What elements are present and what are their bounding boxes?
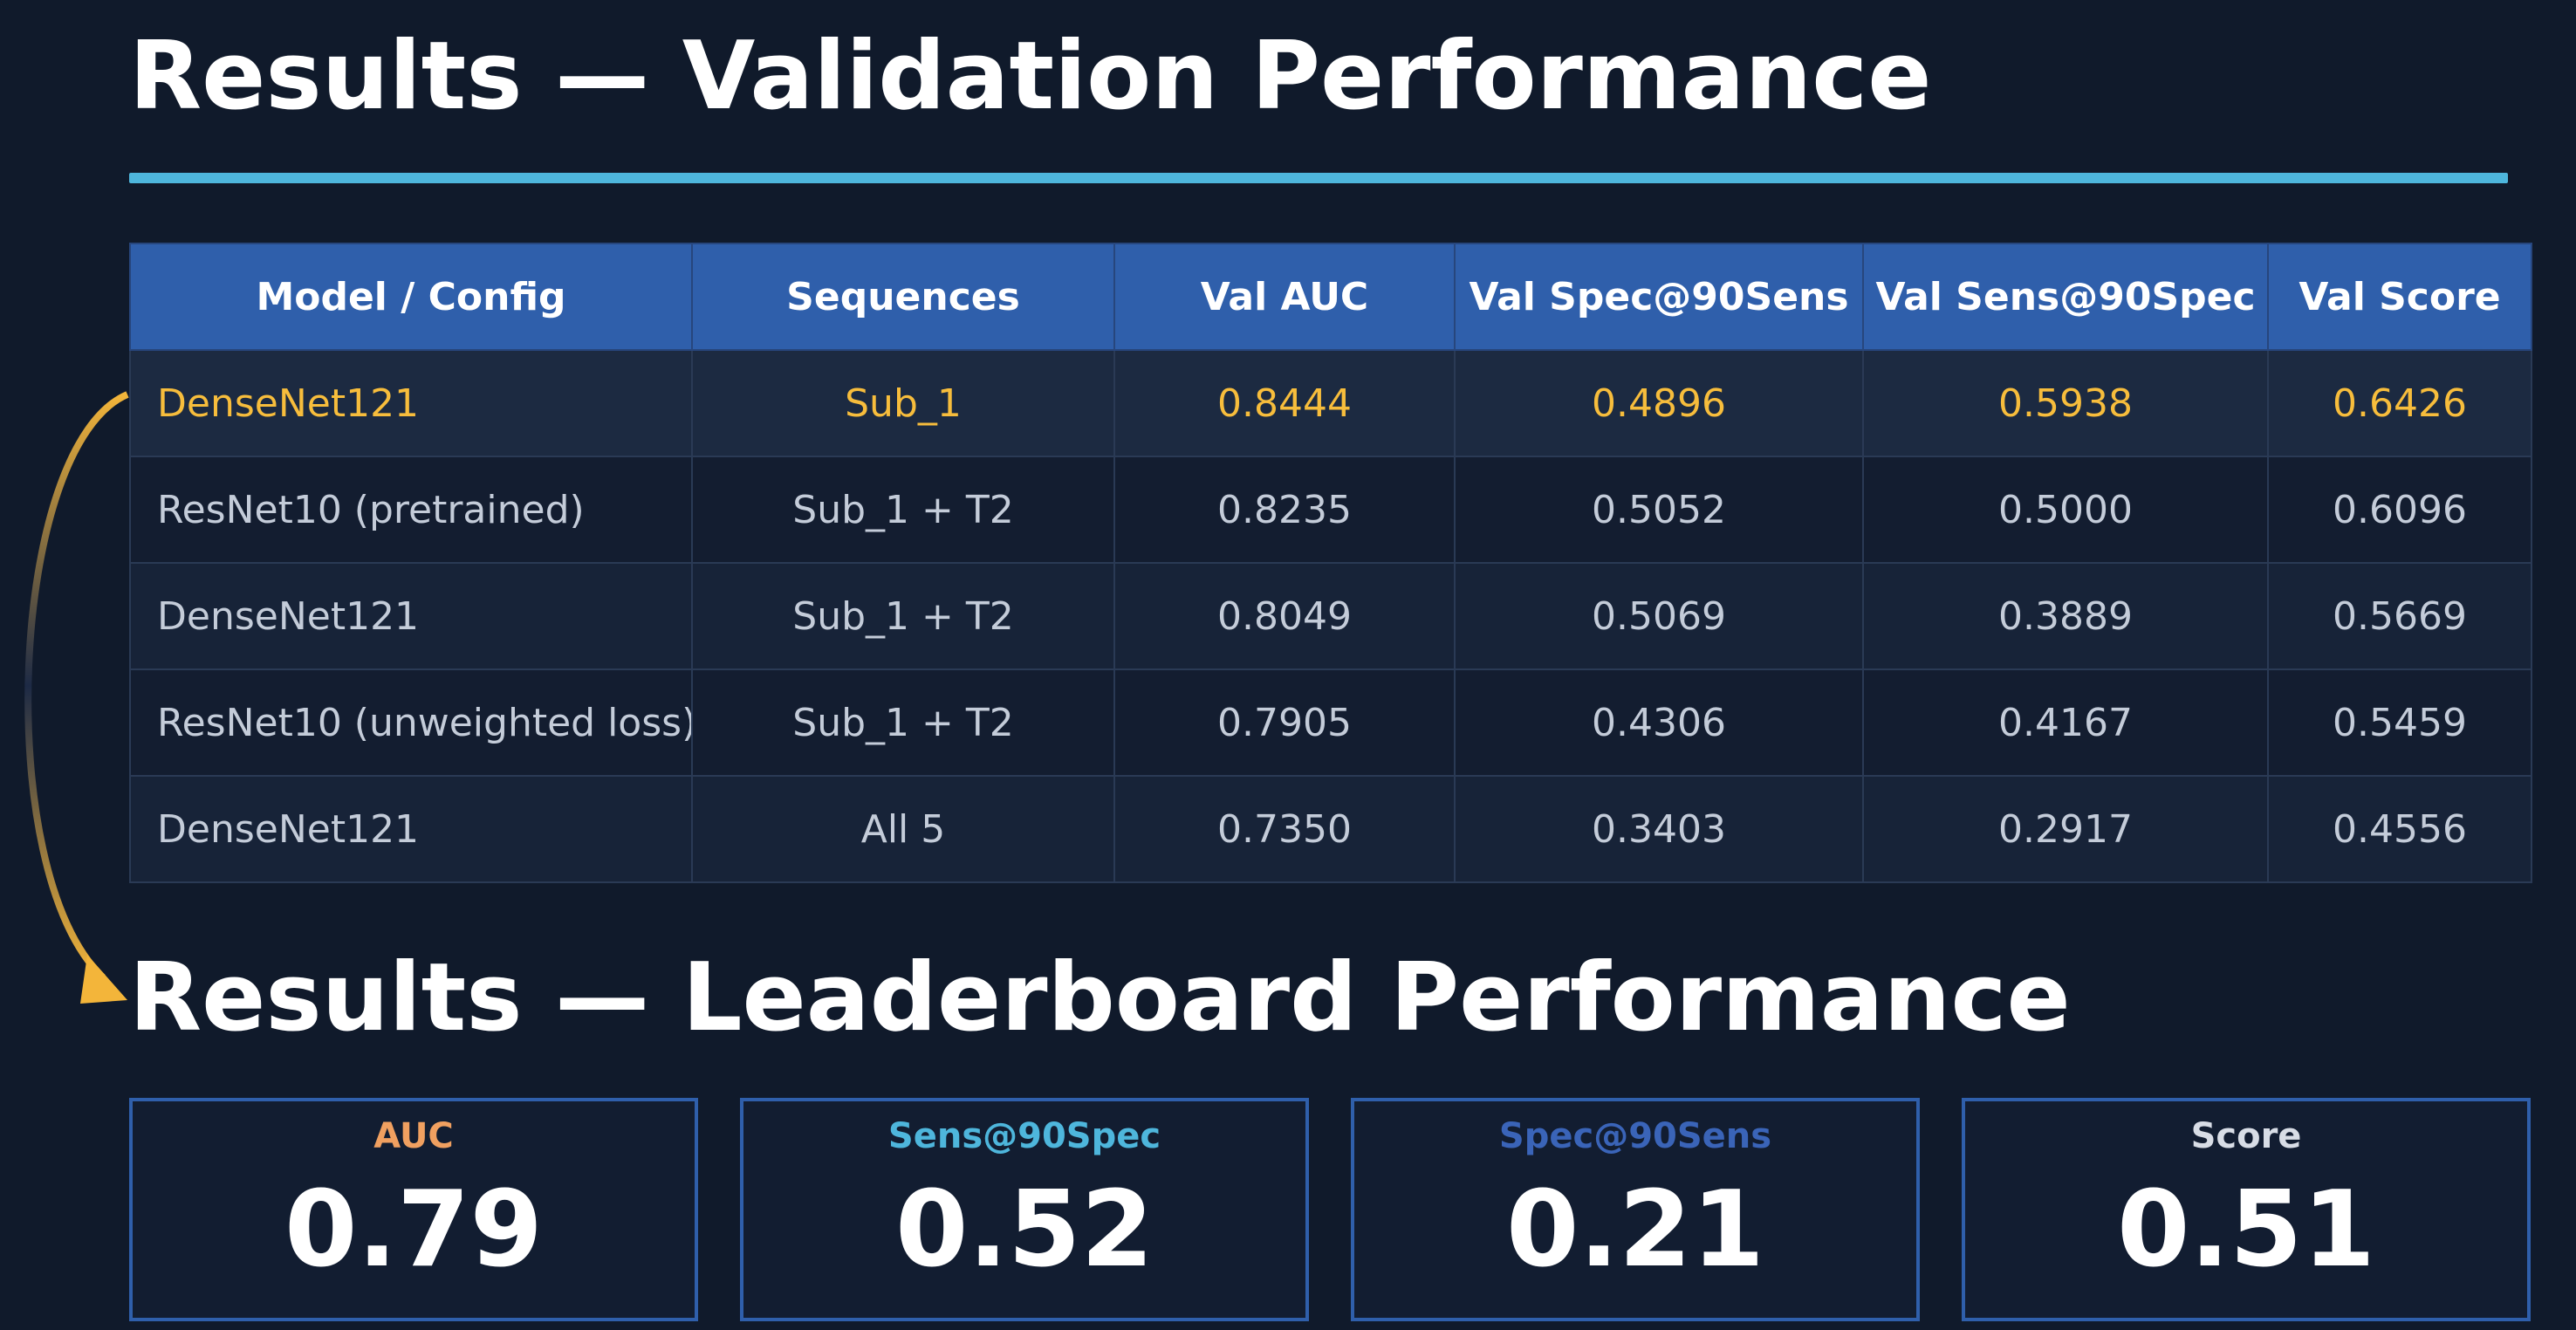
cell-val-score: 0.5669 [2267,562,2532,670]
cell-val-auc: 0.8444 [1113,349,1456,457]
cell-sequences: Sub_1 + T2 [691,456,1115,564]
cell-sequences: Sub_1 + T2 [691,668,1115,777]
cell-val-spec: 0.4896 [1454,349,1864,457]
cell-val-auc: 0.8235 [1113,456,1456,564]
table-row: ResNet10 (unweighted loss) Sub_1 + T2 0.… [129,668,2532,777]
cell-val-score: 0.4556 [2267,775,2532,883]
leaderboard-card-score: Score 0.51 [1962,1098,2531,1321]
cell-val-score: 0.6426 [2267,349,2532,457]
cell-val-spec: 0.4306 [1454,668,1864,777]
table-row: DenseNet121 All 5 0.7350 0.3403 0.2917 0… [129,775,2532,883]
cell-val-sens: 0.5938 [1862,349,2269,457]
table-header-row: Model / Config Sequences Val AUC Val Spe… [129,243,2532,351]
card-value: 0.52 [894,1169,1154,1291]
cell-val-sens: 0.2917 [1862,775,2269,883]
cell-val-sens: 0.5000 [1862,456,2269,564]
cell-val-spec: 0.3403 [1454,775,1864,883]
column-header-val-sens: Val Sens@90Spec [1862,243,2269,351]
cell-val-spec: 0.5069 [1454,562,1864,670]
cell-model: DenseNet121 [129,562,693,670]
leaderboard-card-spec: Spec@90Sens 0.21 [1351,1098,1920,1321]
card-label: Sens@90Spec [887,1116,1161,1156]
column-header-model: Model / Config [129,243,693,351]
validation-title: Results — Validation Performance [129,22,1932,131]
cell-sequences: All 5 [691,775,1115,883]
column-header-sequences: Sequences [691,243,1115,351]
cell-val-auc: 0.7905 [1113,668,1456,777]
column-header-val-score: Val Score [2267,243,2532,351]
cell-sequences: Sub_1 [691,349,1115,457]
card-label: Spec@90Sens [1498,1116,1772,1156]
card-value: 0.21 [1505,1169,1765,1291]
table-row: DenseNet121 Sub_1 + T2 0.8049 0.5069 0.3… [129,562,2532,670]
table-row: ResNet10 (pretrained) Sub_1 + T2 0.8235 … [129,456,2532,564]
cell-val-score: 0.6096 [2267,456,2532,564]
table-row-best: DenseNet121 Sub_1 0.8444 0.4896 0.5938 0… [129,349,2532,457]
card-value: 0.79 [284,1169,544,1291]
cell-model: ResNet10 (unweighted loss) [129,668,693,777]
column-header-val-spec: Val Spec@90Sens [1454,243,1864,351]
leaderboard-title: Results — Leaderboard Performance [129,943,2071,1052]
cell-val-sens: 0.4167 [1862,668,2269,777]
cell-val-auc: 0.7350 [1113,775,1456,883]
title-underline [129,173,2508,183]
card-label: Score [2190,1116,2302,1156]
validation-results-table: Model / Config Sequences Val AUC Val Spe… [129,243,2532,883]
cell-val-spec: 0.5052 [1454,456,1864,564]
cell-val-sens: 0.3889 [1862,562,2269,670]
column-header-val-auc: Val AUC [1113,243,1456,351]
leaderboard-card-sens: Sens@90Spec 0.52 [740,1098,1309,1321]
cell-model: ResNet10 (pretrained) [129,456,693,564]
cell-model: DenseNet121 [129,349,693,457]
cell-val-score: 0.5459 [2267,668,2532,777]
cell-val-auc: 0.8049 [1113,562,1456,670]
card-label: AUC [373,1116,454,1156]
cell-model: DenseNet121 [129,775,693,883]
cell-sequences: Sub_1 + T2 [691,562,1115,670]
leaderboard-card-auc: AUC 0.79 [129,1098,698,1321]
card-value: 0.51 [2116,1169,2376,1291]
